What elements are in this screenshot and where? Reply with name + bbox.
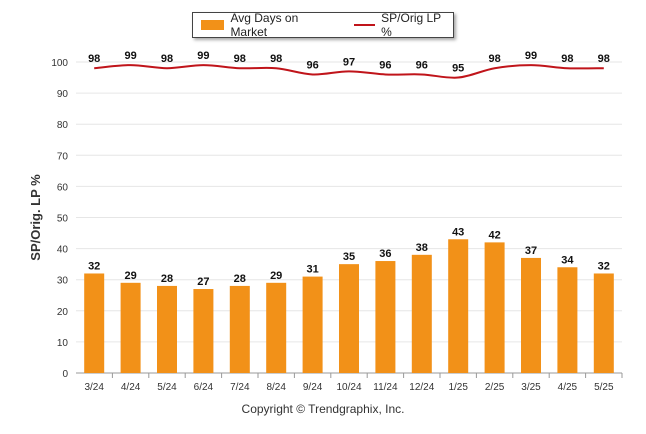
x-tick-label: 5/24 (157, 382, 177, 393)
line-value-label: 96 (379, 59, 391, 71)
line-value-label: 98 (88, 53, 100, 65)
legend-bar-label: Avg Days on Market (230, 11, 299, 39)
bar-value-label: 31 (306, 264, 318, 276)
y-tick-label: 40 (57, 245, 69, 256)
bar-value-label: 37 (525, 245, 537, 257)
line-series (94, 64, 604, 79)
bar (229, 285, 250, 373)
bar (375, 261, 396, 373)
line-value-label: 95 (452, 63, 464, 75)
bar-value-label: 42 (488, 229, 500, 241)
line-value-label: 96 (306, 59, 318, 71)
bar (593, 273, 614, 373)
x-tick-label: 6/24 (194, 382, 214, 393)
bar-value-label: 32 (598, 260, 610, 272)
line-value-label: 99 (124, 50, 136, 62)
bar (484, 242, 505, 373)
x-tick-label: 4/24 (121, 382, 141, 393)
bar (266, 282, 287, 373)
bar-value-label: 34 (561, 254, 574, 266)
x-tick-label: 3/24 (84, 382, 104, 393)
line-value-label: 98 (488, 53, 500, 65)
bar (157, 285, 177, 373)
bar-value-label: 29 (124, 270, 136, 282)
x-tick-label: 7/24 (230, 382, 250, 393)
bar (448, 239, 469, 373)
bar-value-label: 36 (379, 248, 391, 260)
y-tick-label: 50 (57, 214, 69, 225)
line-value-label: 98 (598, 53, 610, 65)
bar (302, 276, 323, 373)
line-value-label: 98 (270, 53, 282, 65)
y-tick-label: 10 (57, 338, 69, 349)
x-tick-label: 12/24 (409, 382, 434, 393)
bar-value-label: 38 (416, 242, 428, 254)
legend-line-swatch (353, 24, 376, 26)
bar-value-label: 28 (161, 273, 173, 285)
x-tick-label: 2/25 (485, 382, 505, 393)
legend-item-line: SP/Orig LP % (344, 11, 453, 39)
y-tick-label: 0 (62, 369, 68, 380)
bar-value-label: 28 (234, 273, 246, 285)
copyright-text: Copyright © Trendgraphix, Inc. (241, 402, 405, 416)
legend: Avg Days on Market SP/Orig LP % (192, 11, 454, 39)
line-value-label: 99 (197, 50, 209, 62)
y-tick-label: 90 (57, 89, 69, 100)
y-tick-label: 60 (57, 182, 69, 193)
legend-item-bar: Avg Days on Market (201, 11, 336, 39)
x-tick-label: 8/24 (266, 382, 286, 393)
y-tick-label: 80 (57, 120, 69, 131)
y-tick-label: 70 (57, 151, 69, 162)
bar-value-label: 35 (343, 251, 355, 263)
x-tick-label: 4/25 (558, 382, 578, 393)
bar-value-label: 43 (452, 226, 464, 238)
x-tick-label: 10/24 (336, 382, 361, 393)
bar (411, 254, 432, 373)
bar (557, 267, 578, 373)
line-value-label: 98 (561, 53, 573, 65)
bar (120, 282, 141, 373)
x-tick-label: 5/25 (594, 382, 614, 393)
x-tick-label: 1/25 (448, 382, 468, 393)
bar-value-label: 27 (197, 276, 209, 288)
y-axis-title: SP/Orig. LP % (28, 174, 43, 261)
bar (521, 257, 541, 373)
y-tick-label: 30 (57, 276, 69, 287)
line-value-label: 98 (161, 53, 173, 65)
y-tick-label: 20 (57, 307, 69, 318)
line-value-label: 97 (343, 56, 355, 68)
legend-line-label: SP/Orig LP % (381, 11, 441, 39)
bar-value-label: 29 (270, 270, 282, 282)
bar (193, 289, 214, 373)
legend-bar-swatch (201, 20, 225, 30)
line-value-label: 96 (416, 59, 428, 71)
x-tick-label: 9/24 (303, 382, 323, 393)
x-tick-label: 3/25 (521, 382, 541, 393)
bar (339, 264, 359, 373)
y-tick-label: 100 (51, 58, 68, 69)
x-tick-label: 11/24 (373, 382, 398, 393)
bar (84, 273, 105, 373)
bar-value-label: 32 (88, 260, 100, 272)
line-value-label: 98 (234, 53, 246, 65)
line-value-label: 99 (525, 50, 537, 62)
